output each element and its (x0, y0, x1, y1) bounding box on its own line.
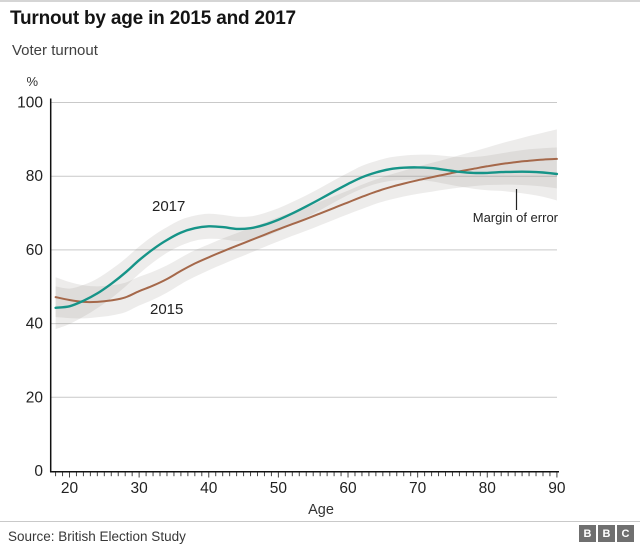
source-credit: Source: British Election Study (8, 529, 186, 544)
bbc-logo: B B C (579, 525, 634, 542)
page-title: Turnout by age in 2015 and 2017 (10, 8, 296, 29)
moe-label: Margin of error (473, 210, 559, 225)
bbc-logo-block: B (598, 525, 615, 542)
y-unit-label: % (26, 74, 38, 89)
x-tick-label: 40 (200, 480, 218, 497)
y-tick-label: 80 (26, 168, 44, 185)
x-tick-label: 80 (479, 480, 497, 497)
x-tick-label: 30 (131, 480, 149, 497)
moe-band-2017 (55, 147, 557, 330)
series-label-2015: 2015 (150, 301, 183, 318)
y-tick-label: 40 (26, 316, 44, 333)
y-tick-label: 20 (26, 389, 44, 406)
x-tick-label: 50 (270, 480, 288, 497)
y-tick-label: 60 (26, 242, 44, 259)
y-tick-label: 100 (17, 95, 43, 112)
x-axis-title: Age (308, 502, 334, 518)
x-tick-label: 60 (339, 480, 357, 497)
series-label-2017: 2017 (152, 198, 185, 215)
line-2017 (54, 166, 559, 309)
line-2015 (54, 157, 558, 304)
x-tick-label: 90 (548, 480, 566, 497)
y-tick-label: 0 (34, 463, 43, 480)
chart-subtitle: Voter turnout (12, 42, 98, 59)
bbc-logo-block: C (617, 525, 634, 542)
bbc-logo-block: B (579, 525, 596, 542)
x-tick-label: 70 (409, 480, 427, 497)
footer-divider (0, 521, 640, 522)
x-tick-label: 20 (61, 480, 79, 497)
